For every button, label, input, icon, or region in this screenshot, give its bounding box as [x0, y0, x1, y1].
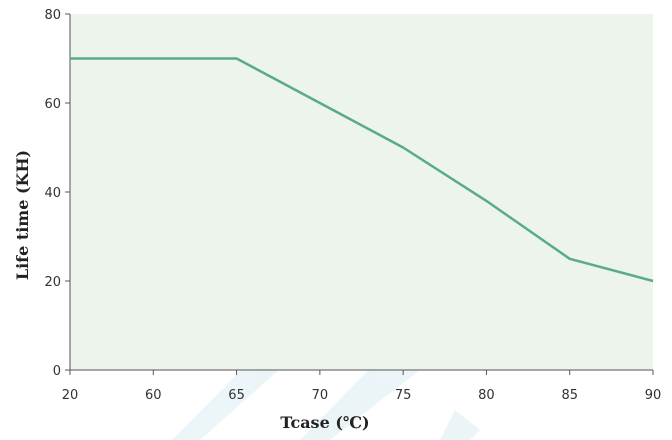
x-axis-ticks: 20 60 65 70 75 80 85 90 [62, 370, 662, 403]
x-tick-label: 65 [228, 388, 245, 403]
series-line [70, 57, 654, 283]
x-tick-label: 90 [645, 388, 662, 403]
y-axis-title: Life time (KH) [13, 150, 32, 280]
y-axis-ticks: 0 20 40 60 80 [44, 8, 70, 379]
x-tick-label: 85 [561, 388, 578, 403]
plot-area [70, 14, 653, 370]
x-tick-label: 60 [145, 388, 162, 403]
x-axis-title: Tcase (℃) [280, 413, 369, 432]
y-tick-label: 80 [44, 8, 61, 23]
y-tick-label: 60 [44, 97, 61, 112]
series-group [69, 57, 654, 283]
y-tick-label: 40 [44, 186, 61, 201]
x-tick-label: 80 [478, 388, 495, 403]
x-tick-label: 75 [395, 388, 412, 403]
y-tick-label: 0 [53, 364, 61, 379]
y-tick-label: 20 [44, 275, 61, 290]
x-tick-label: 70 [312, 388, 329, 403]
x-tick-label: 20 [62, 388, 79, 403]
